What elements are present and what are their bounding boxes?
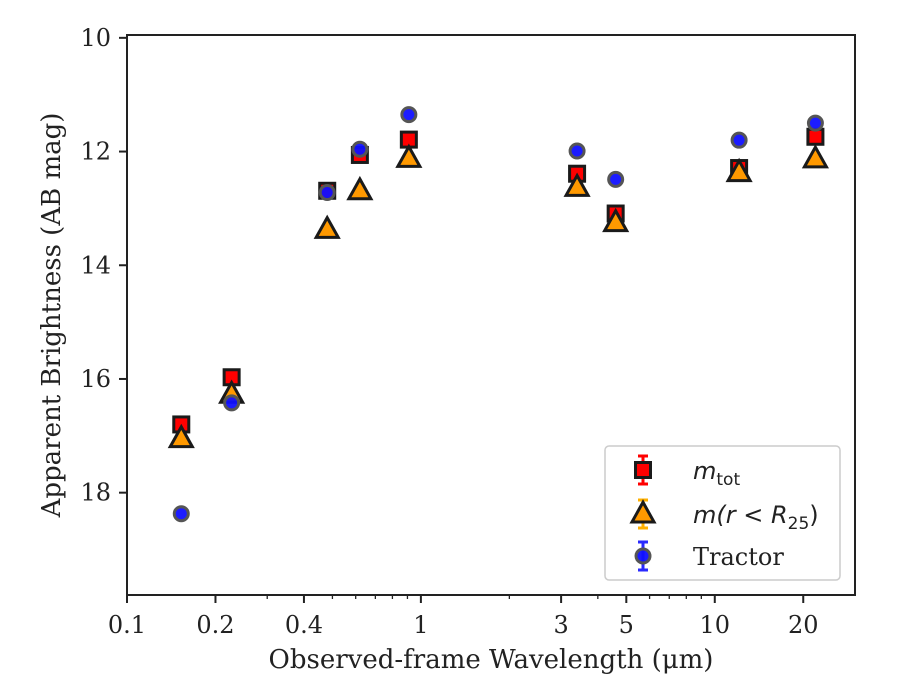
data-point-circle	[400, 106, 418, 124]
data-point-triangle	[313, 214, 341, 239]
data-point-triangle	[725, 157, 753, 183]
data-point-triangle	[346, 175, 374, 201]
x-tick-label: 1	[413, 611, 428, 639]
y-tick-label: 12	[80, 138, 111, 166]
data-point-circle	[318, 183, 336, 201]
data-point-circle	[172, 505, 190, 523]
data-point-circle	[607, 170, 625, 188]
ticks: 0.1 0.2 0.4 1 3 5 10 20 10 12 14 16 18	[80, 24, 818, 639]
data-point-circle	[806, 114, 824, 132]
data-point-triangle	[395, 143, 423, 168]
data-point-circle	[730, 131, 748, 149]
x-tick-label: 20	[788, 611, 819, 639]
y-tick-label: 14	[80, 251, 111, 279]
plot-frame	[126, 34, 856, 596]
y-tick-label: 10	[80, 24, 111, 52]
x-tick-label: 0.1	[108, 611, 146, 639]
data-point-triangle	[563, 172, 591, 197]
legend-box	[604, 445, 841, 581]
data-point-circle	[223, 394, 241, 412]
legend-label: m(r < R25)	[693, 501, 819, 534]
data-point-circle	[351, 140, 369, 158]
x-tick-label: 3	[553, 611, 568, 639]
data-point-triangle	[602, 207, 630, 233]
x-tick-label: 0.2	[196, 611, 234, 639]
y-tick-label: 18	[80, 479, 111, 507]
x-tick-label: 0.4	[285, 611, 323, 639]
legend: mtot m(r < R25) Tractor	[604, 445, 841, 581]
x-axis-title: Observed-frame Wavelength (μm)	[269, 645, 714, 675]
triangle-marker	[629, 499, 657, 524]
x-tick-label: 10	[700, 611, 731, 639]
legend-label: mtot	[693, 457, 740, 490]
y-axis-title: Apparent Brightness (AB mag)	[37, 113, 67, 519]
circle-marker	[634, 547, 652, 565]
series-circle	[172, 106, 824, 523]
data-points	[167, 106, 829, 523]
data-point-triangle	[167, 423, 195, 449]
data-point-triangle	[801, 144, 829, 169]
x-tick-label: 5	[619, 611, 634, 639]
legend-label: Tractor	[693, 543, 784, 571]
square-marker	[634, 461, 652, 479]
y-tick-label: 16	[80, 365, 111, 393]
data-point-circle	[568, 142, 586, 160]
